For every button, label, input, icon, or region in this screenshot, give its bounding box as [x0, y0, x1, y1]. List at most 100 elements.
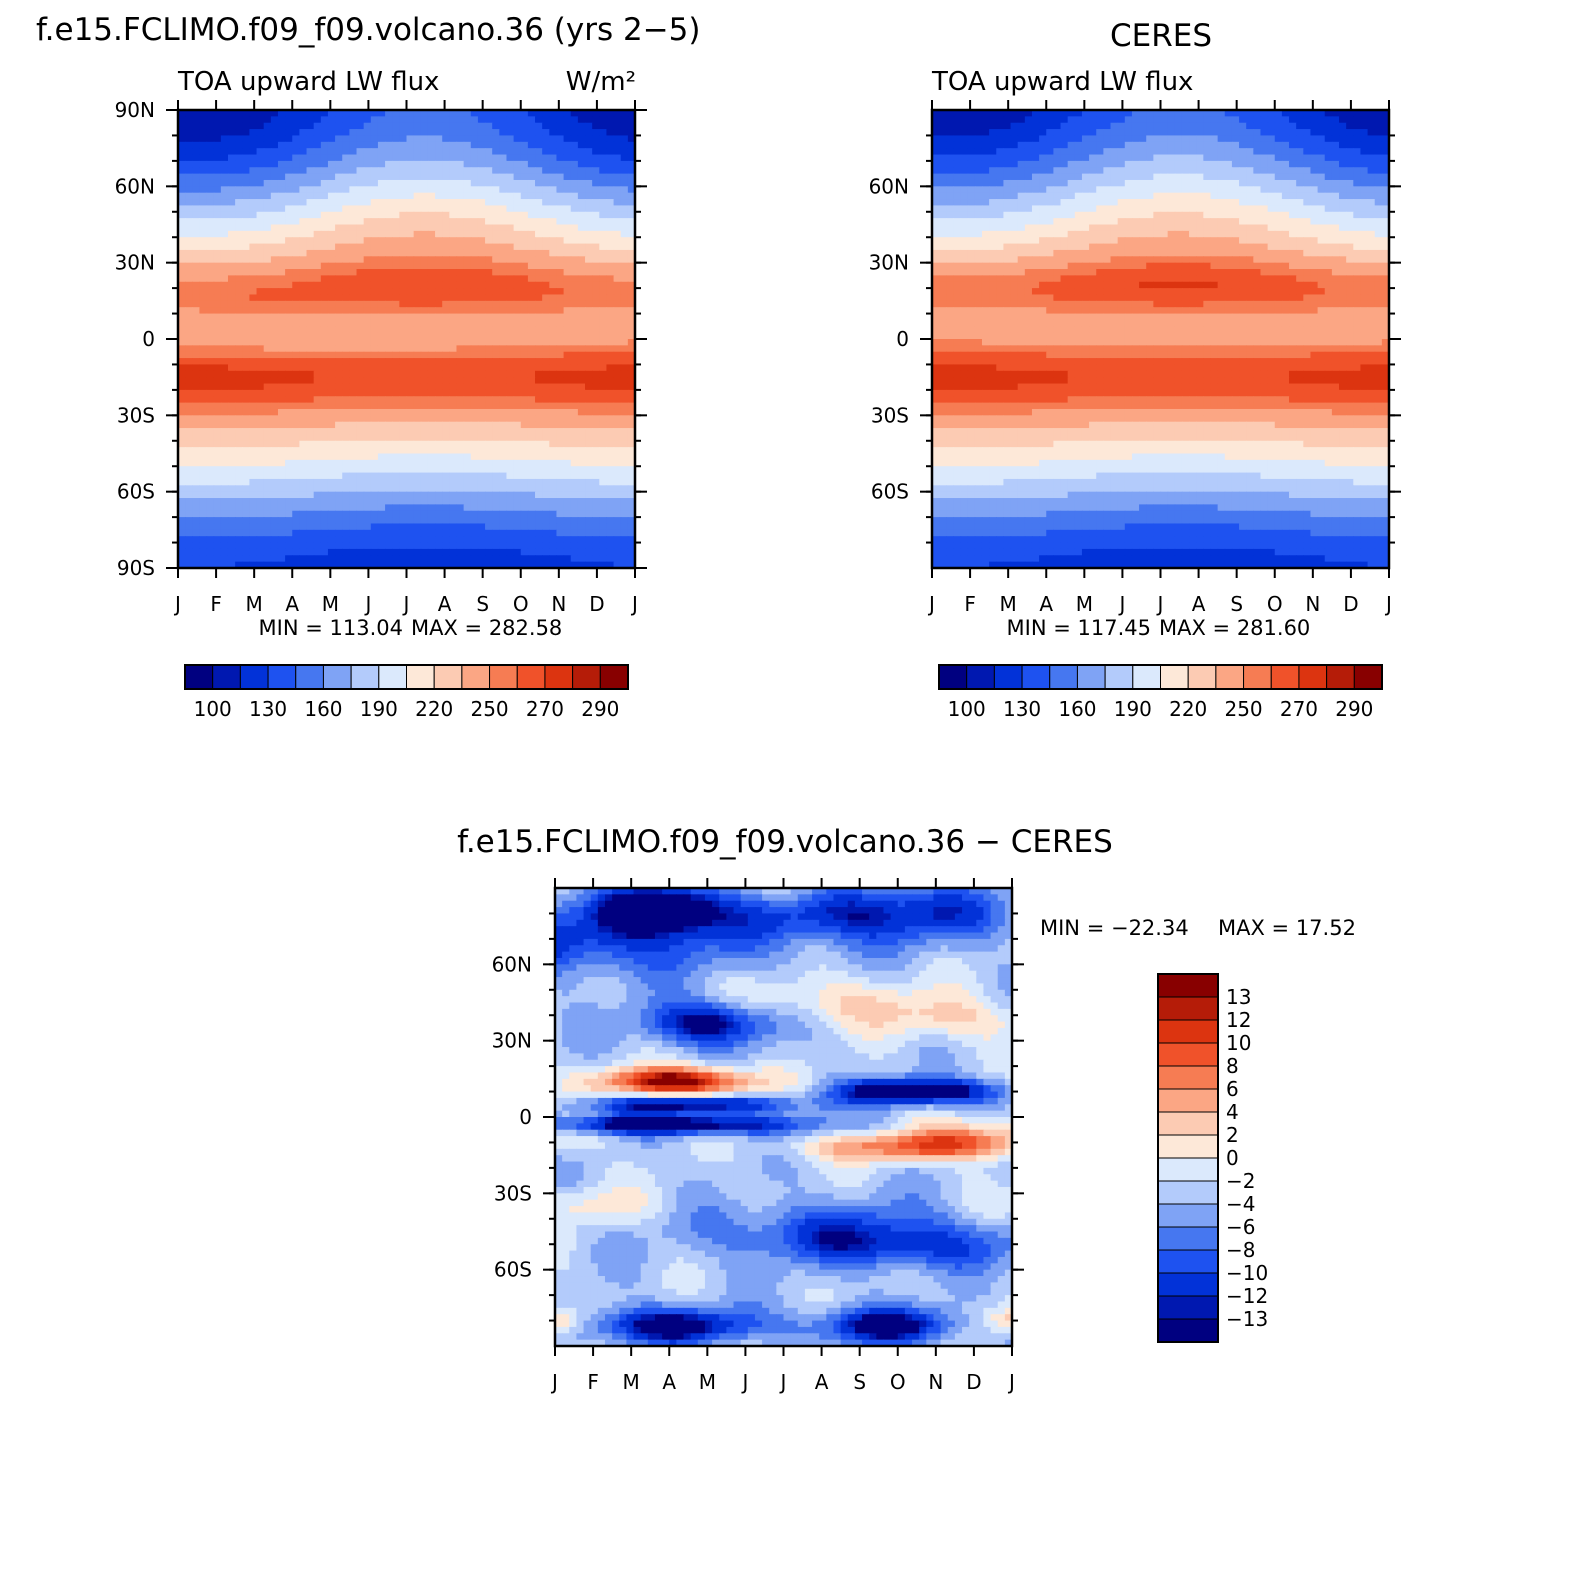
model-cell	[335, 555, 343, 563]
model-cell	[456, 364, 465, 372]
model-cell	[477, 389, 486, 397]
model-cell	[442, 447, 450, 455]
model-cell	[406, 154, 415, 162]
model-cell	[627, 428, 636, 436]
model-cell	[235, 453, 243, 461]
model-cell	[342, 421, 350, 429]
model-cell	[442, 351, 450, 359]
model-cell	[620, 510, 629, 518]
model-cell	[342, 179, 350, 187]
model-cell	[585, 396, 593, 404]
model-cell	[577, 179, 586, 187]
ceres-cell	[939, 116, 947, 124]
model-cell	[313, 313, 322, 321]
model-cell	[585, 447, 593, 455]
model-cell	[606, 561, 615, 569]
model-cell	[563, 160, 572, 168]
model-cell	[527, 307, 536, 315]
ceres-cell	[1210, 110, 1219, 117]
model-cell	[220, 288, 229, 296]
model-cell	[178, 288, 186, 296]
model-cell	[506, 561, 515, 569]
model-cell	[327, 517, 336, 525]
model-cell	[299, 160, 308, 168]
model-cell	[535, 135, 543, 143]
model-cell	[306, 243, 315, 251]
model-cell	[420, 326, 429, 334]
model-cell	[335, 110, 343, 117]
model-cell	[413, 555, 422, 563]
model-cell	[542, 548, 550, 556]
model-cell	[627, 199, 636, 207]
model-cell	[585, 300, 593, 308]
model-cell	[277, 135, 286, 143]
ceres-cell	[1153, 110, 1162, 117]
model-cell	[449, 542, 458, 550]
model-cell	[256, 351, 265, 359]
model-cell	[270, 504, 279, 512]
model-cell	[435, 237, 443, 245]
model-cell	[463, 230, 472, 238]
model-cell	[470, 364, 479, 372]
model-cell	[570, 173, 579, 181]
model-cell	[213, 313, 222, 321]
model-cell	[463, 141, 472, 149]
model-cell	[456, 192, 465, 200]
model-cell	[220, 345, 229, 353]
model-cell	[627, 269, 636, 276]
model-cell	[570, 421, 579, 429]
model-cell	[527, 440, 536, 448]
model-cell	[285, 173, 293, 181]
model-cell	[470, 269, 479, 276]
model-cell	[227, 529, 236, 537]
model-cell	[299, 192, 308, 200]
model-cell	[406, 135, 415, 143]
model-cell	[477, 345, 486, 353]
model-cell	[513, 434, 522, 442]
model-cell	[399, 536, 408, 544]
model-cell	[570, 326, 579, 334]
model-cell	[470, 135, 479, 143]
model-cell	[556, 561, 565, 569]
model-cell	[327, 510, 336, 518]
model-cell	[549, 523, 558, 531]
model-cell	[463, 377, 472, 385]
model-cell	[592, 396, 600, 404]
model-cell	[470, 370, 479, 378]
model-cell	[406, 313, 415, 321]
model-cell	[385, 249, 393, 257]
model-cell	[477, 160, 486, 168]
model-cell	[492, 275, 500, 283]
model-cell	[427, 428, 436, 436]
model-cell	[220, 237, 229, 245]
model-cell	[363, 218, 372, 226]
model-cell	[435, 135, 443, 143]
model-cell	[356, 122, 365, 130]
model-cell	[206, 351, 215, 359]
model-cell	[277, 211, 286, 219]
model-cell	[306, 498, 315, 505]
model-cell	[470, 428, 479, 436]
ceres-cell	[1067, 110, 1076, 117]
model-cell	[199, 408, 208, 416]
model-cell	[477, 192, 486, 200]
model-cell	[477, 211, 486, 219]
model-cell	[399, 364, 408, 372]
model-cell	[406, 440, 415, 448]
model-cell	[299, 179, 308, 187]
model-cell	[349, 243, 358, 251]
model-cell	[199, 396, 208, 404]
model-cell	[277, 428, 286, 436]
colorbar-model-swatch	[212, 664, 241, 690]
model-cell	[192, 300, 201, 308]
model-cell	[435, 269, 443, 276]
model-cell	[206, 364, 215, 372]
model-cell	[227, 339, 236, 346]
model-cell	[192, 421, 201, 429]
model-cell	[520, 345, 529, 353]
model-cell	[178, 472, 186, 480]
model-cell	[227, 186, 236, 194]
model-cell	[199, 256, 208, 264]
model-cell	[277, 561, 286, 569]
model-cell	[363, 199, 372, 207]
